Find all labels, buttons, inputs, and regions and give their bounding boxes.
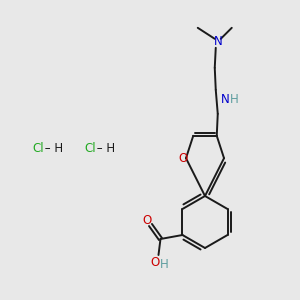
Text: H: H (160, 257, 169, 271)
Text: – H: – H (41, 142, 63, 154)
Text: – H: – H (93, 142, 115, 154)
Text: N: N (213, 35, 222, 48)
Text: O: O (151, 256, 160, 268)
Text: Cl: Cl (32, 142, 44, 154)
Text: H: H (230, 93, 238, 106)
Text: O: O (143, 214, 152, 226)
Text: N: N (220, 93, 229, 106)
Text: Cl: Cl (84, 142, 96, 154)
Text: O: O (178, 152, 188, 165)
